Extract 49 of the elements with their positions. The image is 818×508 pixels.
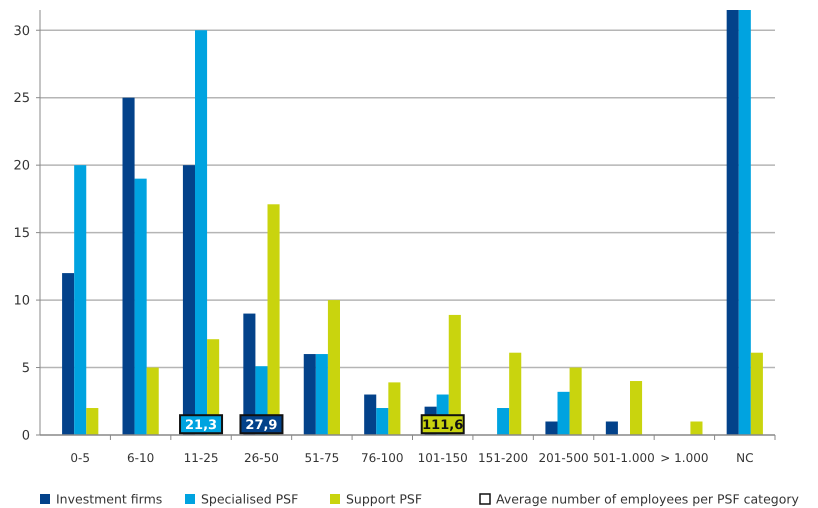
bar xyxy=(304,354,316,435)
y-tick-label: 10 xyxy=(13,294,30,309)
x-tick-label: 101-150 xyxy=(418,451,468,465)
bar xyxy=(509,352,522,435)
x-tick-label: NC xyxy=(736,451,754,465)
bar xyxy=(134,178,147,435)
x-tick-label: 76-100 xyxy=(361,451,404,465)
bar xyxy=(388,382,400,435)
bar xyxy=(62,273,74,435)
legend-label: Investment firms xyxy=(56,491,162,506)
y-tick-label: 5 xyxy=(22,361,30,376)
annotation: 111,6 xyxy=(422,418,464,433)
bar xyxy=(316,354,328,435)
text: Average number of employees per PSF category xyxy=(496,491,800,506)
bar xyxy=(376,408,388,435)
bar xyxy=(545,422,558,435)
bar xyxy=(750,352,763,435)
x-tick-label: 201-500 xyxy=(538,451,589,465)
bar xyxy=(328,300,340,435)
bar xyxy=(497,408,510,435)
x-tick-label: 151-200 xyxy=(478,451,528,465)
bar xyxy=(570,368,582,435)
x-tick-label: 6-10 xyxy=(127,451,154,465)
x-tick-label: 501-1.000 xyxy=(593,451,655,465)
x-tick-label: > 1.000 xyxy=(660,451,708,465)
bar xyxy=(86,408,98,435)
y-tick-label: 20 xyxy=(13,158,30,174)
legend-label: Specialised PSF xyxy=(201,491,298,506)
bar xyxy=(74,165,86,435)
y-tick-label: 0 xyxy=(22,428,30,444)
x-tick-label: 0-5 xyxy=(70,451,90,465)
legend-label: Support PSF xyxy=(346,491,422,506)
bar xyxy=(726,10,739,435)
bar xyxy=(558,392,570,435)
bar xyxy=(606,422,618,435)
bar xyxy=(364,394,376,435)
y-tick-label: 30 xyxy=(13,24,30,39)
bar xyxy=(146,368,159,435)
bar xyxy=(738,10,751,435)
bar xyxy=(630,381,642,435)
x-tick-label: 26-50 xyxy=(244,451,279,465)
y-tick-label: 15 xyxy=(13,226,30,242)
bar xyxy=(122,98,135,435)
x-tick-label: 11-25 xyxy=(184,451,218,465)
annotation: 27,9 xyxy=(245,418,278,433)
bar xyxy=(690,422,702,435)
y-tick-label: 25 xyxy=(13,91,30,106)
x-tick-label: 51-75 xyxy=(304,451,340,465)
annotation: 21,3 xyxy=(185,418,218,433)
